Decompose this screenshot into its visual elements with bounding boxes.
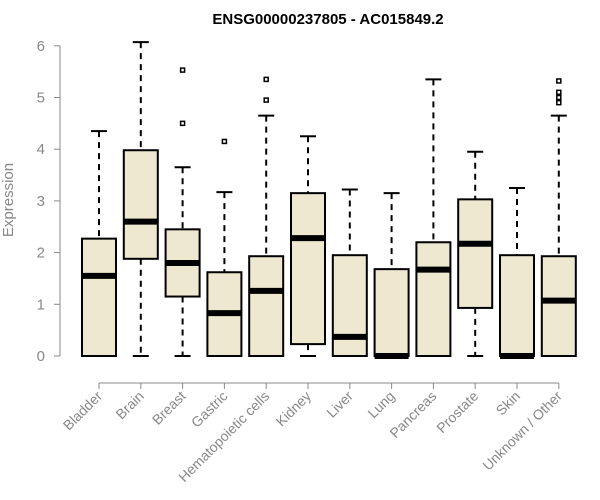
box-iqr (373, 268, 410, 358)
box-iqr (122, 149, 159, 260)
y-tick-label: 5 (37, 90, 45, 107)
box-pancreas (415, 78, 452, 357)
box-iqr (499, 254, 535, 357)
y-axis: 0 1 2 3 4 5 6 (37, 38, 61, 365)
outlier-point (556, 94, 562, 101)
outlier-point (556, 89, 562, 96)
x-tick-label: Kidney (273, 388, 315, 430)
x-tick-label: Skin (493, 388, 524, 419)
box-brain (122, 41, 159, 357)
boxes (81, 41, 577, 359)
outlier-point (263, 76, 269, 83)
box-iqr (415, 241, 452, 357)
box-iqr (290, 192, 326, 346)
box-iqr (81, 237, 117, 358)
box-lung (373, 192, 410, 359)
box-kidney (290, 135, 326, 357)
chart-title: ENSG00000237805 - AC015849.2 (212, 11, 443, 28)
y-tick-label: 6 (37, 38, 45, 55)
y-tick-label: 2 (37, 245, 45, 262)
box-bladder (81, 130, 117, 358)
outlier-point (179, 67, 186, 73)
outlier-point (556, 78, 562, 84)
x-tick-label: Brain (112, 388, 146, 422)
y-tick-label: 3 (37, 193, 45, 210)
y-tick-label: 0 (37, 348, 45, 365)
box-liver (331, 188, 368, 357)
box-skin (499, 186, 535, 359)
box-unknown-other (540, 78, 577, 357)
outlier-point (263, 97, 269, 103)
box-breast (164, 67, 201, 357)
box-gastric (206, 138, 243, 357)
box-iqr (540, 255, 577, 357)
y-tick-label: 4 (37, 141, 45, 158)
x-tick-label: Breast (149, 388, 189, 428)
outlier-point (556, 99, 562, 106)
y-tick-label: 1 (37, 296, 45, 313)
x-tick-label: Liver (323, 388, 356, 421)
x-tick-label: Lung (364, 388, 397, 421)
box-iqr (331, 254, 368, 357)
outlier-point (179, 120, 186, 127)
box-hematopoietic-cells (248, 76, 285, 357)
x-tick-label: Unknown / Other (479, 388, 565, 474)
outlier-point (221, 138, 228, 145)
x-tick-label: Bladder (60, 388, 106, 434)
box-iqr (248, 255, 285, 357)
x-tick-label: Prostate (433, 388, 481, 436)
y-axis-label: Expression (0, 163, 17, 237)
box-prostate (457, 150, 494, 357)
box-iqr (457, 198, 494, 309)
